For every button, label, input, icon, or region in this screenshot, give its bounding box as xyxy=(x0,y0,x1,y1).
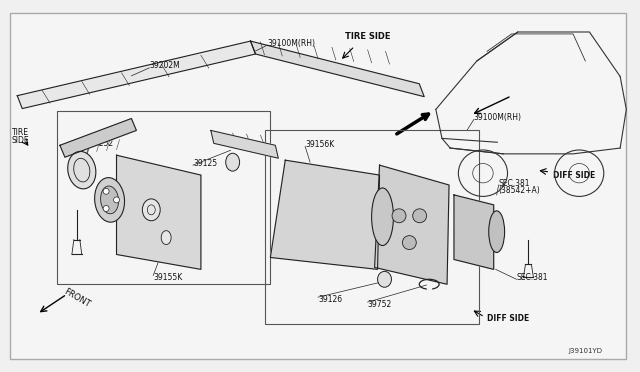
Polygon shape xyxy=(454,195,493,269)
Text: 39752: 39752 xyxy=(367,299,392,309)
Text: DIFF SIDE: DIFF SIDE xyxy=(487,314,529,324)
Text: 39100M(RH): 39100M(RH) xyxy=(474,113,522,122)
Ellipse shape xyxy=(378,271,392,287)
Text: 39155K: 39155K xyxy=(153,273,182,282)
FancyBboxPatch shape xyxy=(10,13,626,359)
Text: SEC.381: SEC.381 xyxy=(516,273,548,282)
Circle shape xyxy=(392,209,406,223)
Polygon shape xyxy=(427,284,431,289)
Ellipse shape xyxy=(95,177,125,222)
Polygon shape xyxy=(211,131,278,158)
Text: 39100M(RH): 39100M(RH) xyxy=(268,39,316,48)
Ellipse shape xyxy=(372,188,394,246)
Circle shape xyxy=(413,209,427,223)
Circle shape xyxy=(113,197,120,203)
Polygon shape xyxy=(17,41,255,109)
Text: SEC.381: SEC.381 xyxy=(499,179,530,187)
Circle shape xyxy=(103,205,109,211)
Text: 39156K: 39156K xyxy=(305,140,334,149)
Text: 39125: 39125 xyxy=(193,159,217,168)
Text: TIRE SIDE: TIRE SIDE xyxy=(345,32,390,41)
Text: TIRE: TIRE xyxy=(12,128,29,137)
Polygon shape xyxy=(116,155,201,269)
Text: FRONT: FRONT xyxy=(61,287,91,310)
Polygon shape xyxy=(374,165,449,284)
Circle shape xyxy=(403,235,416,250)
Text: DIFF SIDE: DIFF SIDE xyxy=(553,171,595,180)
Circle shape xyxy=(103,188,109,194)
Ellipse shape xyxy=(226,153,239,171)
Text: 39252: 39252 xyxy=(90,139,114,148)
Polygon shape xyxy=(60,119,136,157)
Text: 39202M: 39202M xyxy=(149,61,180,70)
Text: (38542+A): (38542+A) xyxy=(499,186,540,195)
Ellipse shape xyxy=(489,211,504,253)
Text: 39126: 39126 xyxy=(318,295,342,304)
Ellipse shape xyxy=(100,186,118,214)
Ellipse shape xyxy=(161,231,171,244)
Ellipse shape xyxy=(68,151,96,189)
Text: SIDE: SIDE xyxy=(12,136,29,145)
Polygon shape xyxy=(270,160,380,269)
Text: J39101YD: J39101YD xyxy=(569,348,603,354)
Polygon shape xyxy=(250,41,424,97)
Ellipse shape xyxy=(142,199,160,221)
